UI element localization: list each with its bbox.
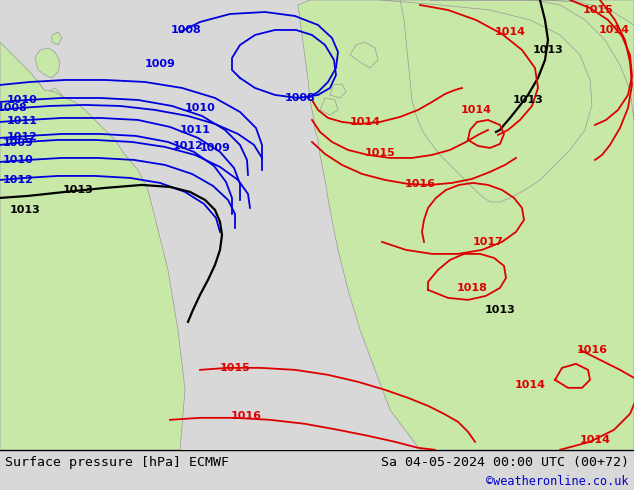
Text: 1015: 1015 — [583, 5, 613, 15]
Text: 1008: 1008 — [0, 103, 27, 113]
Polygon shape — [380, 0, 592, 202]
Polygon shape — [350, 42, 378, 68]
Polygon shape — [0, 95, 115, 450]
Text: 1010: 1010 — [3, 155, 34, 165]
Text: 1014: 1014 — [460, 105, 491, 115]
Polygon shape — [298, 0, 634, 450]
Polygon shape — [430, 0, 634, 120]
Text: 1011: 1011 — [179, 125, 210, 135]
Text: 1017: 1017 — [472, 237, 503, 247]
Polygon shape — [320, 98, 338, 115]
Polygon shape — [35, 48, 60, 78]
Text: 1013: 1013 — [533, 45, 564, 55]
Polygon shape — [0, 42, 185, 450]
Text: 1018: 1018 — [456, 283, 488, 293]
Text: 1014: 1014 — [495, 27, 526, 37]
Text: 1012: 1012 — [3, 175, 34, 185]
Text: 1015: 1015 — [365, 148, 396, 158]
Polygon shape — [8, 95, 22, 125]
Text: 1016: 1016 — [404, 179, 436, 189]
Text: 1012: 1012 — [172, 141, 204, 151]
Text: 1016: 1016 — [231, 411, 261, 421]
Text: Surface pressure [hPa] ECMWF: Surface pressure [hPa] ECMWF — [5, 456, 229, 469]
Text: 1010: 1010 — [6, 95, 37, 105]
Text: 1011: 1011 — [6, 116, 37, 126]
Text: 1014: 1014 — [349, 117, 380, 127]
Text: ©weatheronline.co.uk: ©weatheronline.co.uk — [486, 475, 629, 489]
Polygon shape — [44, 88, 70, 142]
Polygon shape — [44, 135, 54, 148]
Polygon shape — [540, 0, 634, 25]
Text: Sa 04-05-2024 00:00 UTC (00+72): Sa 04-05-2024 00:00 UTC (00+72) — [381, 456, 629, 469]
Polygon shape — [330, 84, 346, 98]
Text: 1009: 1009 — [200, 143, 230, 153]
Text: 1012: 1012 — [6, 132, 37, 142]
Text: 1010: 1010 — [184, 103, 216, 113]
Text: 1014: 1014 — [579, 435, 611, 445]
Text: 1008: 1008 — [171, 25, 202, 35]
Text: 1013: 1013 — [10, 205, 41, 215]
Text: 1008: 1008 — [285, 93, 315, 103]
Text: 1009: 1009 — [145, 59, 176, 69]
Polygon shape — [26, 80, 50, 120]
Text: 1015: 1015 — [219, 363, 250, 373]
Text: 1013: 1013 — [63, 185, 93, 195]
Text: 1013: 1013 — [484, 305, 515, 315]
Text: 1014: 1014 — [515, 380, 545, 390]
Text: 1016: 1016 — [576, 345, 607, 355]
Polygon shape — [52, 32, 62, 45]
Text: 1014: 1014 — [598, 25, 630, 35]
Text: 1013: 1013 — [513, 95, 543, 105]
Text: 1009: 1009 — [3, 138, 34, 148]
